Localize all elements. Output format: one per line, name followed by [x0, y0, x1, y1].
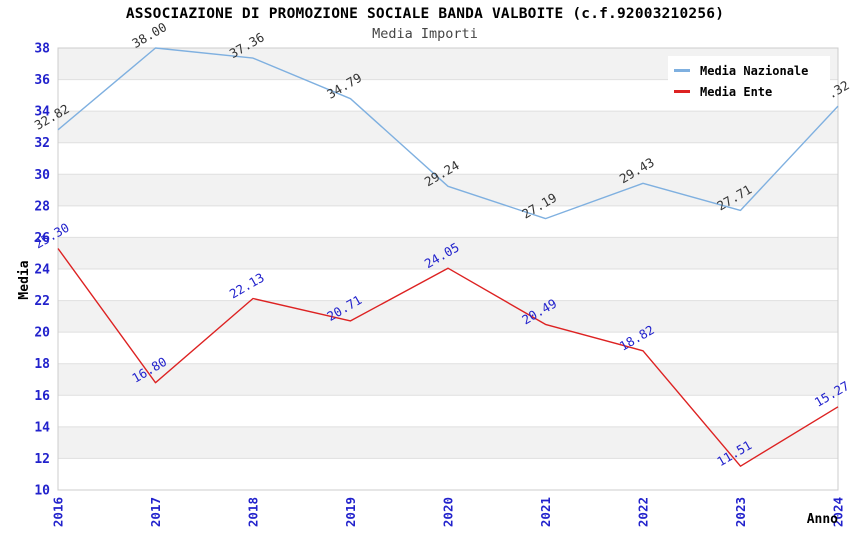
plot-band [58, 458, 838, 490]
x-axis-title: Anno [807, 512, 838, 527]
y-tick-label: 16 [34, 389, 50, 404]
y-tick-label: 28 [34, 199, 50, 214]
plot-band [58, 363, 838, 396]
y-tick-label: 32 [34, 136, 50, 151]
legend-item-media-ente: Media Ente [674, 81, 824, 102]
plot-band [58, 205, 838, 238]
x-tick-label: 2017 [148, 497, 163, 527]
plot-band [58, 395, 838, 427]
y-tick-labels: 10 12 14 16 18 20 22 24 26 28 30 32 34 36 38 [34, 42, 50, 499]
series-line-media-ente [57, 248, 839, 467]
y-axis-title: Media [17, 260, 32, 299]
plot-band [58, 332, 838, 364]
y-tick-label: 12 [34, 452, 50, 467]
legend-item-media-nazionale: Media Nazionale [674, 60, 824, 81]
legend: Media Nazionale Media Ente [668, 56, 830, 106]
y-tick-label: 18 [34, 357, 50, 372]
plot-band [58, 237, 838, 269]
x-tick-label: 2016 [51, 497, 66, 527]
y-tick-label: 26 [34, 231, 50, 246]
x-tick-label: 2021 [538, 497, 553, 527]
x-tick-label: 2024 [831, 497, 846, 527]
chart-subtitle: Media Importi [372, 26, 478, 42]
series-line-media-nazionale [57, 47, 839, 220]
y-tick-label: 22 [34, 294, 50, 309]
plot-band [58, 300, 838, 333]
series-lines [57, 47, 839, 467]
legend-swatch-nazionale-icon [674, 69, 690, 72]
x-tick-label: 2020 [441, 497, 456, 527]
x-tick-label: 2023 [733, 497, 748, 527]
plot-band [58, 174, 838, 206]
y-tick-label: 10 [34, 484, 50, 499]
y-tick-label: 20 [34, 326, 50, 341]
x-tick-labels: 2016 2017 2018 2019 2020 2021 2022 2023 2024 [51, 497, 846, 527]
y-tick-label: 34 [34, 105, 50, 120]
y-tick-label: 30 [34, 168, 50, 183]
y-tick-label: 38 [34, 42, 50, 57]
plot-band [58, 269, 838, 301]
chart-title: ASSOCIAZIONE DI PROMOZIONE SOCIALE BANDA… [125, 6, 725, 22]
plot-band [58, 111, 838, 143]
x-tick-label: 2022 [636, 497, 651, 527]
gridlines [58, 79, 838, 459]
legend-swatch-ente-icon [674, 90, 690, 93]
legend-label-ente: Media Ente [700, 84, 773, 99]
plot-border [57, 47, 839, 491]
plot-band [58, 142, 838, 175]
x-tick-label: 2018 [246, 497, 261, 527]
legend-label-nazionale: Media Nazionale [700, 63, 809, 78]
x-tick-label: 2019 [343, 497, 358, 527]
y-tick-label: 24 [34, 263, 50, 278]
y-tick-label: 36 [34, 73, 50, 88]
y-tick-label: 14 [34, 420, 50, 435]
plot-band [58, 426, 838, 459]
